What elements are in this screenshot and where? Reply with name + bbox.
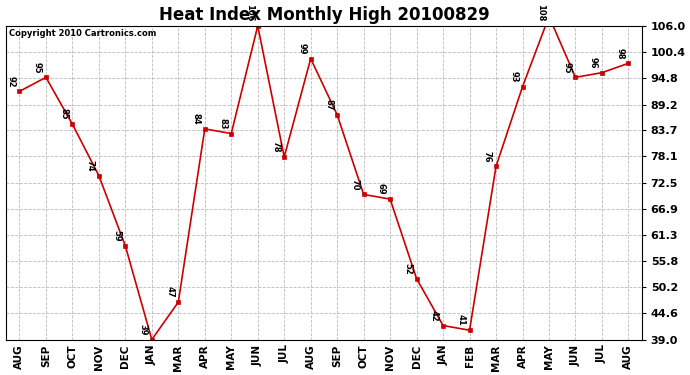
Text: 108: 108: [536, 4, 545, 22]
Text: 59: 59: [112, 230, 121, 242]
Text: 76: 76: [483, 150, 492, 162]
Text: 39: 39: [139, 324, 148, 335]
Text: 47: 47: [165, 286, 174, 298]
Text: 92: 92: [6, 76, 15, 87]
Text: 85: 85: [59, 108, 68, 120]
Text: 69: 69: [377, 183, 386, 195]
Text: 93: 93: [509, 71, 518, 82]
Text: 70: 70: [351, 179, 359, 190]
Text: 78: 78: [271, 141, 280, 153]
Text: Copyright 2010 Cartronics.com: Copyright 2010 Cartronics.com: [10, 29, 157, 38]
Text: 83: 83: [218, 118, 227, 129]
Text: 41: 41: [456, 314, 465, 326]
Text: 95: 95: [32, 62, 41, 73]
Text: 87: 87: [324, 99, 333, 111]
Text: 84: 84: [192, 113, 201, 125]
Text: 52: 52: [404, 263, 413, 274]
Title: Heat Index Monthly High 20100829: Heat Index Monthly High 20100829: [159, 6, 489, 24]
Text: 95: 95: [562, 62, 571, 73]
Text: 96: 96: [589, 57, 598, 69]
Text: 99: 99: [297, 43, 306, 54]
Text: 98: 98: [615, 48, 624, 59]
Text: 74: 74: [86, 160, 95, 171]
Text: 42: 42: [430, 310, 439, 321]
Text: 106: 106: [244, 4, 253, 22]
